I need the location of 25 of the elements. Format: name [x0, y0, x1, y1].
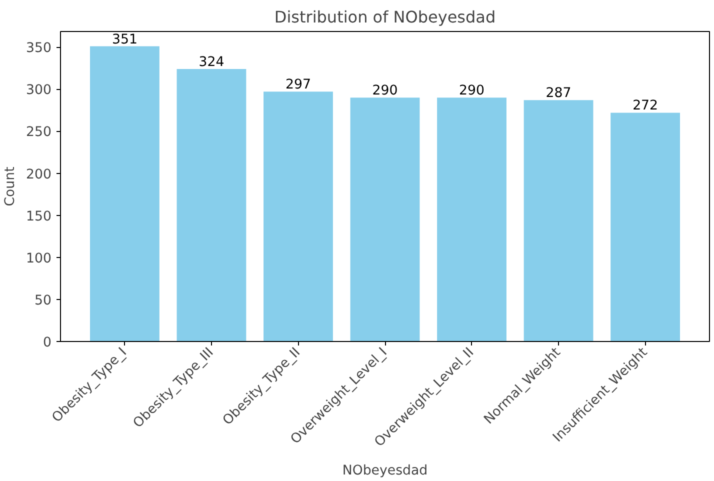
data-label: 290 — [372, 84, 398, 99]
y-tick-label: 50 — [34, 293, 52, 308]
data-label: 351 — [112, 32, 138, 48]
y-tick-label: 150 — [26, 209, 52, 224]
y-tick-label: 200 — [26, 167, 52, 182]
y-axis-title: Count — [3, 166, 18, 206]
data-label: 287 — [546, 86, 572, 102]
data-label: 272 — [632, 98, 658, 114]
y-tick-label: 0 — [43, 336, 52, 350]
bar — [437, 98, 506, 342]
bar — [264, 92, 333, 342]
data-label: 290 — [459, 84, 484, 99]
data-label: 324 — [198, 54, 224, 70]
data-label: 297 — [286, 78, 311, 93]
bar — [524, 100, 594, 342]
y-tick-label: 300 — [26, 83, 52, 98]
bar — [610, 112, 680, 342]
bar — [90, 46, 160, 342]
y-tick-label: 350 — [26, 41, 52, 56]
y-tick-label: 250 — [26, 125, 52, 140]
x-axis-title: NObeyesdad — [342, 463, 428, 478]
bar — [176, 68, 246, 342]
bar — [350, 98, 420, 342]
chart-title: Distribution of NObeyesdad — [274, 8, 496, 26]
y-tick-label: 100 — [26, 251, 52, 266]
